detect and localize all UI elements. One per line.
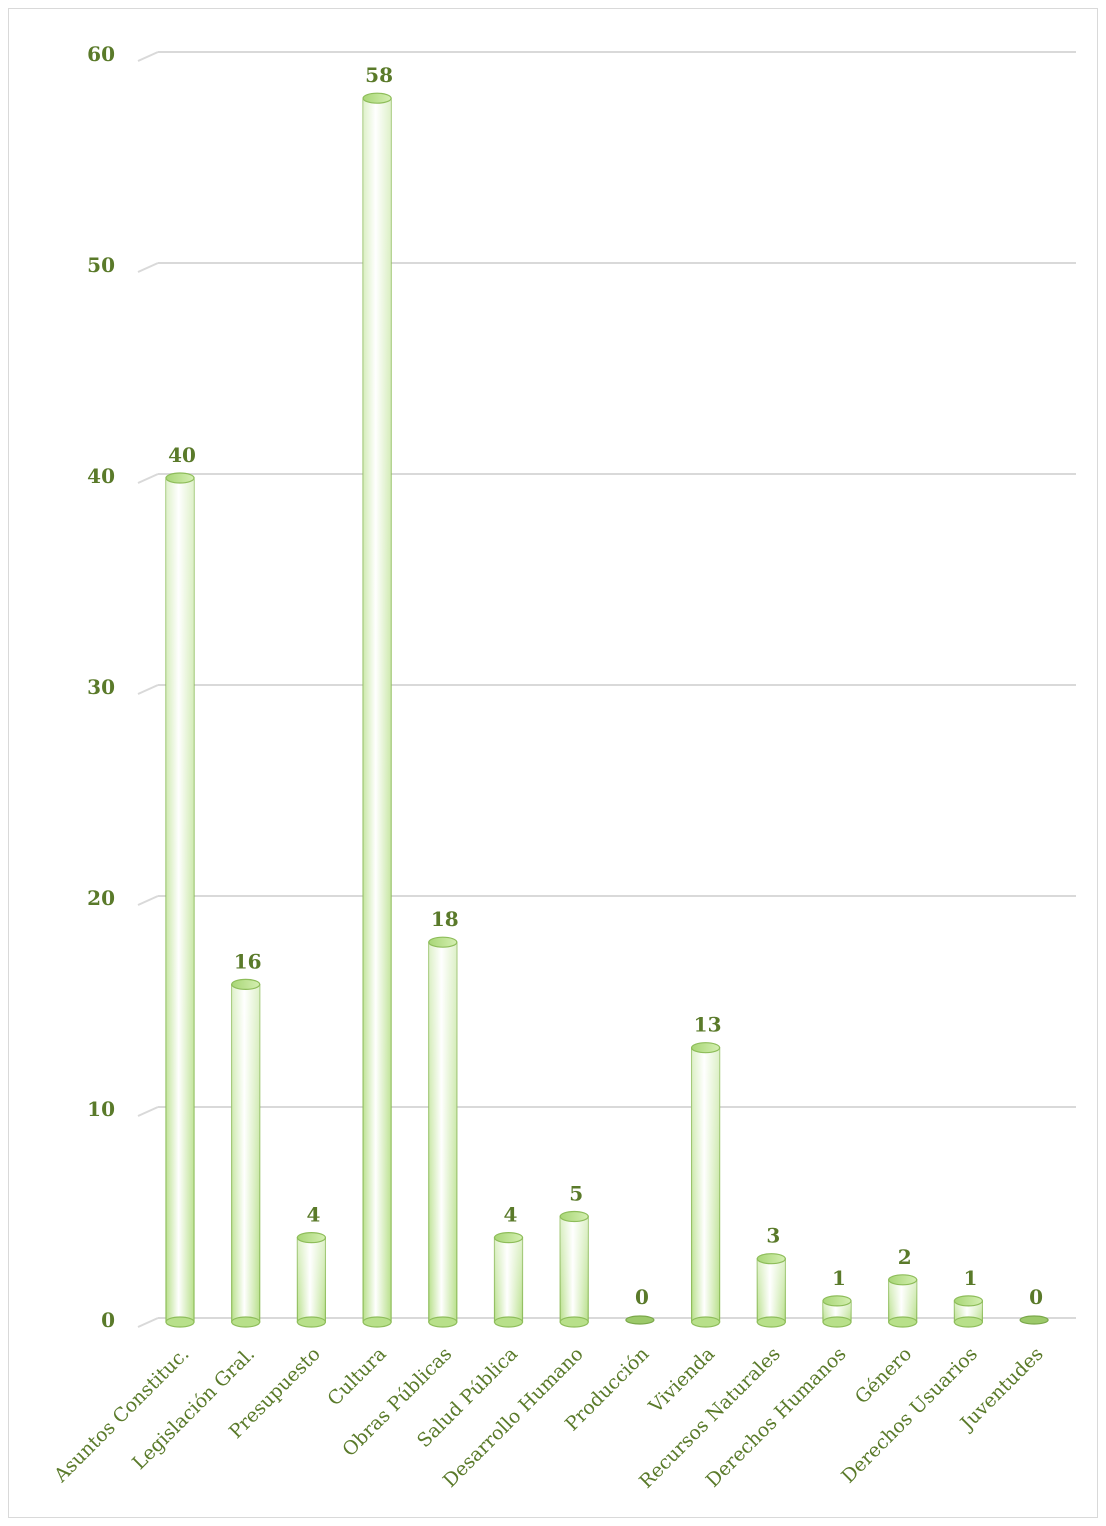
bar-cap <box>953 1295 984 1307</box>
gridline-perspective <box>137 473 159 484</box>
bar-cap <box>822 1295 852 1307</box>
bar-cap <box>888 1274 918 1286</box>
bar-base <box>690 1316 721 1328</box>
bar-sheen <box>691 1047 720 1322</box>
gridline-perspective <box>137 51 159 62</box>
bar-cap <box>559 1210 589 1223</box>
data-label: 1 <box>832 1266 846 1290</box>
bar <box>690 1042 721 1328</box>
bar-sheen <box>166 478 194 1322</box>
data-label: 13 <box>694 1013 722 1037</box>
data-label: 0 <box>635 1285 649 1309</box>
bar <box>296 1231 326 1328</box>
y-tick-label: 40 <box>87 464 115 488</box>
data-label: 2 <box>898 1245 912 1269</box>
bar-cap <box>493 1231 524 1244</box>
y-tick-label: 60 <box>87 42 115 66</box>
data-label: 18 <box>431 907 459 931</box>
data-labels: 40 16 4 58 18 4 5 0 13 3 1 2 1 0 <box>168 63 1043 1309</box>
bar-sheen <box>757 1258 786 1322</box>
gridline-perspective <box>137 1317 159 1328</box>
bar-sheen <box>494 1237 523 1322</box>
bar-cap <box>625 1315 655 1325</box>
gridline-perspective <box>137 262 159 273</box>
bar-sheen <box>560 1216 589 1322</box>
bar-cap <box>428 936 458 948</box>
bar-sheen <box>954 1300 983 1322</box>
bar-cap <box>1019 1315 1049 1325</box>
data-label: 4 <box>306 1203 320 1227</box>
y-tick-label: 30 <box>87 675 115 699</box>
bar-sheen <box>428 942 457 1322</box>
bar-cap <box>296 1231 326 1244</box>
bar <box>428 936 458 1328</box>
data-label: 1 <box>963 1266 977 1290</box>
category-label: Obras Públicas <box>338 1343 456 1461</box>
bar <box>231 978 261 1328</box>
category-label: Legislación Gral. <box>128 1343 259 1474</box>
category-labels: Asuntos Constituc.Legislación Gral.Presu… <box>49 1343 1047 1493</box>
gridline-perspective <box>137 684 159 695</box>
bar-base <box>231 1316 261 1328</box>
bar-cap <box>690 1042 721 1054</box>
bar-base <box>362 1316 392 1328</box>
bar-base <box>822 1316 852 1328</box>
bar-base <box>756 1316 786 1328</box>
bar-cap <box>362 92 392 104</box>
y-tick-label: 0 <box>101 1308 115 1332</box>
bar <box>888 1274 918 1328</box>
bar <box>559 1210 589 1328</box>
gridline-perspective <box>137 1106 159 1117</box>
bar-base <box>953 1316 984 1328</box>
bar-base <box>493 1316 524 1328</box>
bar <box>625 1315 655 1325</box>
bar-cap <box>756 1253 786 1265</box>
y-axis-ticks: 0 10 20 30 40 50 60 <box>87 42 115 1332</box>
bar-sheen <box>823 1300 851 1322</box>
data-label: 40 <box>168 443 196 467</box>
category-label: Cultura <box>323 1343 390 1410</box>
bar <box>953 1295 984 1328</box>
gridlines <box>137 51 1076 1328</box>
bar-sheen <box>363 98 392 1323</box>
data-label: 16 <box>234 949 262 973</box>
y-tick-label: 50 <box>87 253 115 277</box>
bar <box>362 92 392 1328</box>
category-label: Género <box>851 1343 916 1408</box>
bar-sheen <box>297 1237 326 1322</box>
bar <box>493 1231 524 1328</box>
y-tick-label: 10 <box>87 1097 115 1121</box>
bars <box>165 92 1049 1328</box>
bar <box>1019 1315 1049 1325</box>
bar-base <box>296 1316 326 1328</box>
bar-base <box>888 1316 918 1328</box>
bar-sheen <box>231 984 260 1322</box>
data-label: 58 <box>365 63 393 87</box>
bar-sheen <box>888 1279 917 1322</box>
data-label: 5 <box>569 1182 583 1206</box>
bar <box>822 1295 852 1328</box>
bar-cap <box>165 472 195 484</box>
bar-base <box>428 1316 458 1328</box>
bar-base <box>165 1316 195 1328</box>
bar-cap <box>231 978 261 991</box>
bar <box>165 472 195 1328</box>
data-label: 4 <box>504 1203 518 1227</box>
gridline-perspective <box>137 895 159 906</box>
bar-base <box>559 1316 589 1328</box>
data-label: 3 <box>766 1224 780 1248</box>
bar <box>756 1253 786 1328</box>
data-label: 0 <box>1029 1285 1043 1309</box>
y-tick-label: 20 <box>87 886 115 910</box>
